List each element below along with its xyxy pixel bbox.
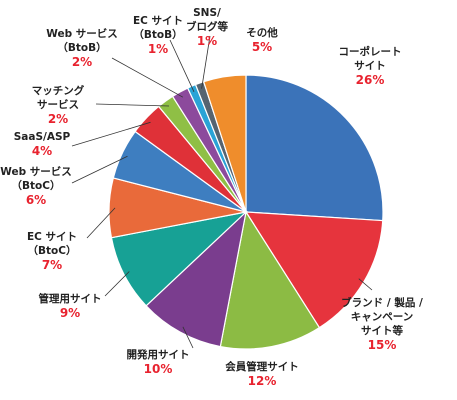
slice-label-text: Web サービス xyxy=(0,165,72,178)
slice-label-text: EC サイト xyxy=(27,231,77,243)
leader-line-7 xyxy=(71,155,128,184)
slice-percent-label: 12% xyxy=(248,374,277,388)
pie-slice-2 xyxy=(244,211,384,329)
slice-label-text: サイト xyxy=(354,60,386,72)
slice-label-text: ブランド / 製品 / xyxy=(341,296,423,309)
slice-label-text: マッチング xyxy=(32,84,85,97)
leader-line-5 xyxy=(104,271,130,297)
slice-percent-label: 1% xyxy=(197,34,217,48)
slice-label-11: EC サイト（BtoB）1% xyxy=(133,15,183,56)
slice-label-text: その他 xyxy=(246,26,278,39)
slice-label-text: キャンペーン xyxy=(351,311,413,323)
pie-slice-1 xyxy=(245,74,384,222)
slice-label-text: 会員管理サイト xyxy=(225,360,299,373)
leader-line-10 xyxy=(111,57,184,98)
leader-line-2 xyxy=(358,278,373,291)
leader-line-12 xyxy=(201,35,211,89)
slice-percent-label: 15% xyxy=(368,338,397,352)
slice-label-text: SaaS/ASP xyxy=(14,131,71,143)
leader-line-8 xyxy=(71,121,151,147)
slice-percent-label: 9% xyxy=(60,306,80,320)
pie-slices xyxy=(108,74,384,350)
slice-percent-label: 26% xyxy=(356,73,385,87)
slice-label-text: （BtoC） xyxy=(12,179,61,192)
slice-label-text: （BtoB） xyxy=(57,41,106,54)
slice-label-text: サービス xyxy=(37,98,79,111)
slice-label-text: 管理用サイト xyxy=(39,292,102,305)
slice-percent-label: 2% xyxy=(72,55,92,69)
pie-slice-3 xyxy=(219,210,321,350)
leader-line-6 xyxy=(86,207,116,239)
slice-percent-label: 10% xyxy=(144,362,173,376)
slice-label-text: Web サービス xyxy=(46,27,118,40)
pie-slice-13 xyxy=(202,74,247,213)
slice-label-text: （BtoB） xyxy=(133,28,182,41)
slice-label-text: サイト等 xyxy=(361,324,403,337)
slice-percent-label: 1% xyxy=(148,42,168,56)
slice-label-6: EC サイト（BtoC）7% xyxy=(27,231,77,272)
slice-label-text: 開発用サイト xyxy=(127,348,190,361)
slice-label-text: EC サイト xyxy=(133,15,183,27)
slice-label-text: SNS/ xyxy=(193,7,221,19)
pie-slice-4 xyxy=(145,210,247,348)
slice-percent-label: 4% xyxy=(32,144,52,158)
slice-percent-label: 2% xyxy=(48,112,68,126)
leader-line-9 xyxy=(95,103,170,107)
leader-line-11 xyxy=(169,39,195,92)
slice-label-text: （BtoC） xyxy=(28,244,77,257)
slice-label-10: Web サービス（BtoB）2% xyxy=(46,27,118,69)
slice-percent-label: 7% xyxy=(42,258,62,272)
leader-lines xyxy=(71,35,373,349)
slice-label-text: ブログ等 xyxy=(186,20,228,33)
slice-percent-label: 5% xyxy=(252,40,272,54)
slice-label-text: コーポレート xyxy=(339,45,402,58)
slice-percent-label: 6% xyxy=(26,193,46,207)
slice-label-7: Web サービス（BtoC）6% xyxy=(0,165,72,207)
leader-line-4 xyxy=(182,326,194,349)
